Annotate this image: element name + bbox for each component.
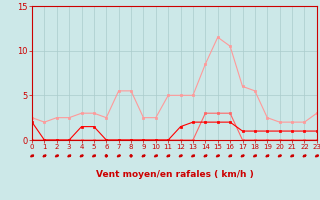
X-axis label: Vent moyen/en rafales ( km/h ): Vent moyen/en rafales ( km/h )	[96, 170, 253, 179]
